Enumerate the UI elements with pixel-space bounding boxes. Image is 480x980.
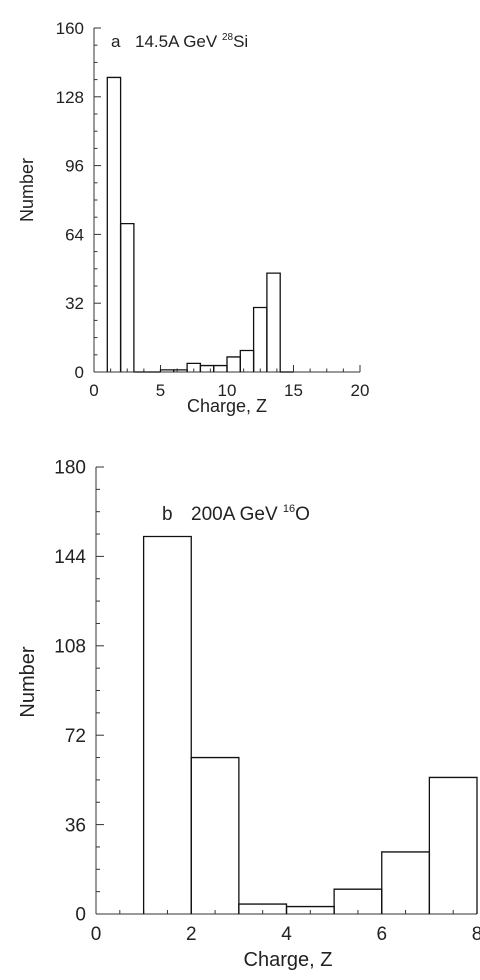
panel-a-bar-z1: [106, 76, 122, 372]
panel-b-y-axis-label: Number: [17, 646, 39, 717]
panel-b-x-tick-label: 4: [281, 924, 292, 945]
panel-a-y-tick-label: 128: [56, 88, 84, 107]
panel-a-x-tick-label: 10: [218, 381, 237, 400]
panel-b-x-tick-label: 6: [376, 924, 387, 945]
panel-b-annotation-text: 200A GeV 16O: [191, 503, 310, 525]
panel-a-bar-z12: [252, 306, 268, 372]
panel-a-y-tick-label: 160: [56, 19, 84, 38]
panel-a-annotation: a 14.5A GeV 28Si: [111, 32, 248, 51]
panel-b-x-axis-label: Charge, Z: [244, 949, 333, 971]
panel-b-annotation: b 200A GeV 16O: [162, 503, 310, 525]
panel-a-bar-z10: [226, 356, 241, 372]
panel-a-x-tick-label: 0: [89, 381, 98, 400]
panel-a-label: a: [111, 32, 121, 51]
panel-b-y-tick-label: 0: [75, 905, 86, 926]
panel-a-bar-z2: [119, 223, 135, 372]
panel-b-y-tick-label: 180: [54, 458, 86, 479]
panel-a-bar-z11: [239, 349, 255, 372]
panel-a-annotation-text: 14.5A GeV 28Si: [135, 32, 248, 51]
panel-a-y-axis-label: Number: [17, 158, 37, 222]
panel-a-bar-z13: [266, 272, 281, 372]
panel-b-y-tick-label: 108: [54, 636, 86, 657]
panel-b-y-tick-label: 36: [65, 815, 86, 836]
panel-b-bar-z2: [190, 756, 240, 914]
panel-a-x-tick-label: 15: [284, 381, 303, 400]
panel-a-y-tick-label: 0: [75, 363, 84, 382]
panel-a-x-tick-label: 5: [156, 381, 165, 400]
panel-b-y-tick-label: 144: [54, 547, 86, 568]
panel-a-x-axis-label: Charge, Z: [187, 396, 267, 416]
panel-b-label: b: [162, 504, 173, 525]
panel-a-y-tick-label: 64: [65, 225, 84, 244]
panel-b-y-tick-label: 72: [65, 726, 86, 747]
panel-a-bar-z9: [213, 364, 228, 372]
panel-b-bar-z7: [428, 776, 478, 914]
panel-a-x-tick-label: 20: [351, 381, 370, 400]
panel-b-x-tick-label: 0: [91, 924, 102, 945]
panel-b-x-tick-label: 2: [186, 924, 197, 945]
panel-b-x-tick-label: 8: [472, 924, 480, 945]
panel-b-chart: b 200A GeV 16O Charge, Z Number 0 36 72 108…: [17, 458, 480, 971]
panel-a-chart: a 14.5A GeV 28Si Charge, Z Number 0 32 64 9…: [17, 19, 369, 416]
panel-b-bar-z1: [142, 535, 192, 914]
panel-a-bar-z8: [199, 364, 215, 372]
panel-b-bar-z6: [381, 851, 431, 914]
panel-a-y-tick-label: 96: [65, 157, 84, 176]
panel-a-y-tick-label: 32: [65, 294, 84, 313]
